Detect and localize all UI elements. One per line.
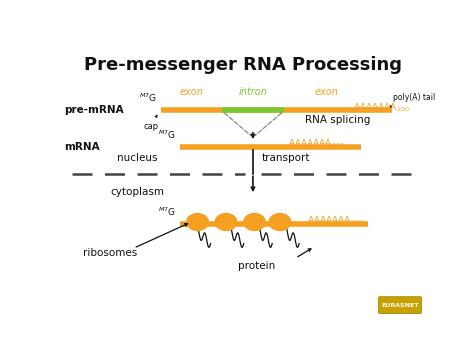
Text: $^{M7}$G: $^{M7}$G	[139, 92, 157, 104]
Text: transport: transport	[262, 153, 310, 163]
Text: $^{M7}$G: $^{M7}$G	[158, 206, 176, 218]
Text: cytoplasm: cytoplasm	[110, 187, 164, 197]
Text: cap: cap	[144, 122, 159, 131]
Text: ribosomes: ribosomes	[83, 248, 137, 258]
Ellipse shape	[269, 214, 291, 230]
Text: protein: protein	[238, 261, 275, 271]
Ellipse shape	[215, 214, 237, 230]
FancyBboxPatch shape	[378, 297, 421, 313]
Text: AAAAAAA$_{200}$: AAAAAAA$_{200}$	[307, 215, 364, 228]
Text: AAAAAAA$_{200}$: AAAAAAA$_{200}$	[353, 101, 410, 114]
Text: Pre-messenger RNA Processing: Pre-messenger RNA Processing	[84, 56, 402, 74]
Text: intron: intron	[238, 87, 267, 97]
Text: AAAAAAA$_{200}$: AAAAAAA$_{200}$	[288, 138, 345, 151]
Ellipse shape	[187, 214, 208, 230]
Text: exon: exon	[179, 87, 203, 97]
Text: $^{M7}$G: $^{M7}$G	[158, 129, 176, 141]
Text: exon: exon	[314, 87, 338, 97]
Text: RNA splicing: RNA splicing	[305, 115, 371, 125]
Text: mRNA: mRNA	[64, 142, 100, 152]
Text: nucleus: nucleus	[117, 153, 158, 163]
Text: EURASNET: EURASNET	[381, 303, 419, 308]
Ellipse shape	[244, 214, 265, 230]
Text: poly(A) tail: poly(A) tail	[393, 93, 435, 102]
Text: pre-mRNA: pre-mRNA	[64, 105, 124, 115]
